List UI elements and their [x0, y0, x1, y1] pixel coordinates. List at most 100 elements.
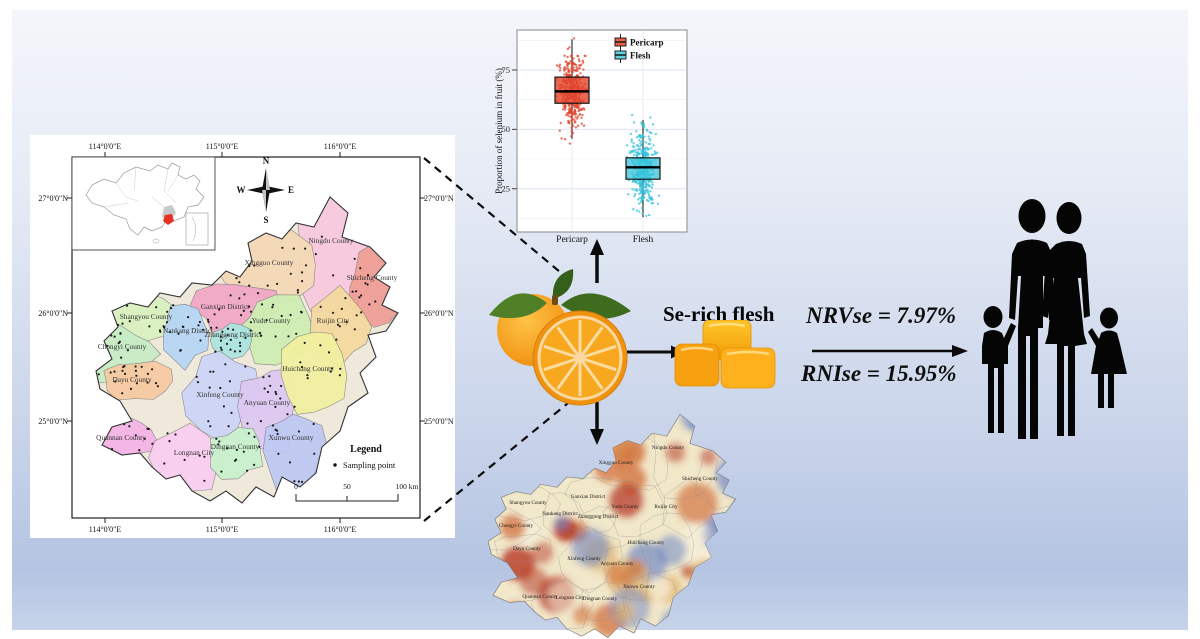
heatmap-county-border — [602, 485, 668, 538]
sampling-point — [135, 382, 138, 385]
jitter-point — [639, 142, 642, 145]
jitter-point — [573, 93, 577, 97]
sampling-point — [312, 422, 315, 426]
sampling-point — [243, 293, 246, 296]
sampling-point — [329, 370, 332, 373]
jitter-point — [647, 172, 650, 175]
sampling-point — [275, 392, 278, 396]
heat-spot — [554, 515, 570, 532]
sampling-point — [359, 267, 362, 270]
sampling-point — [168, 440, 171, 443]
sampling-point — [207, 420, 210, 423]
jitter-point — [638, 192, 641, 195]
flesh-cube-left — [674, 343, 720, 387]
jitter-point — [638, 210, 641, 213]
leaf-top — [552, 269, 574, 299]
sampling-point — [276, 282, 279, 285]
sampling-point — [219, 339, 223, 342]
sampling-point — [217, 443, 220, 446]
sampling-point — [338, 374, 341, 377]
flesh-cubes-illustration — [674, 320, 776, 389]
china-inset-map — [71, 156, 216, 251]
sampling-point — [319, 305, 322, 308]
sampling-point — [297, 430, 300, 433]
sampling-point — [219, 335, 222, 338]
heatmap-county-label: Shangyou County — [509, 500, 547, 506]
sampling-point — [220, 470, 223, 473]
sampling-point — [128, 425, 131, 428]
county-labels: Ningdu County Xingguo County Shicheng Coun… — [96, 236, 397, 457]
jitter-point — [565, 82, 568, 85]
sampling-point — [179, 349, 182, 352]
jitter-point — [568, 142, 572, 145]
jitter-point — [565, 60, 568, 63]
jitter-point — [632, 146, 635, 149]
heatmap-county-label: Huichang County — [628, 540, 665, 546]
sampling-point — [155, 306, 158, 309]
county-label: Shangyou County — [120, 312, 173, 321]
ganzhou-highlight — [163, 214, 174, 225]
jitter-point — [656, 202, 660, 205]
sampling-point — [196, 381, 200, 384]
sampling-point — [230, 411, 233, 414]
jitter-point — [580, 116, 583, 120]
sampling-point — [113, 370, 116, 373]
heatmap-county-label: Dingnan County — [583, 596, 618, 602]
jitter-point — [563, 66, 566, 69]
jitter-point — [641, 185, 644, 188]
jitter-point — [630, 138, 633, 141]
jitter-point — [570, 70, 573, 73]
sampling-point — [218, 440, 221, 443]
sampling-point — [220, 348, 223, 351]
jitter-point — [650, 132, 653, 135]
jitter-point — [579, 92, 582, 96]
jitter-point — [570, 112, 574, 116]
sampling-point — [260, 334, 263, 337]
jitter-point — [642, 183, 646, 186]
jitter-point — [563, 68, 566, 72]
jitter-point — [632, 208, 635, 211]
jitter-point — [640, 121, 643, 124]
jitter-point — [651, 181, 654, 184]
y-tick-label: 75 — [502, 65, 511, 75]
sampling-point — [163, 462, 166, 465]
county-label: Anyuan County — [244, 398, 291, 407]
jitter-point — [581, 59, 584, 62]
jitter-point — [576, 117, 579, 120]
jitter-point — [632, 153, 636, 156]
jitter-point — [555, 64, 559, 67]
heat-spot — [505, 602, 527, 624]
jitter-point — [577, 84, 581, 87]
county-polygon — [148, 422, 225, 492]
sampling-point — [297, 480, 300, 483]
sampling-point — [296, 289, 299, 292]
sampling-point — [320, 235, 323, 238]
jitter-point — [582, 88, 585, 91]
jitter-point — [649, 116, 652, 119]
sampling-point — [242, 309, 245, 312]
heatmap-county-border — [662, 478, 715, 539]
heat-spot — [626, 559, 644, 577]
jitter-point — [580, 108, 583, 112]
jitter-point — [564, 93, 567, 97]
jitter-point — [630, 113, 634, 117]
sampling-point — [134, 365, 137, 368]
lat-label-right: 27°0'0"N — [424, 194, 454, 203]
sampling-point — [288, 461, 292, 464]
sampling-point — [244, 365, 247, 368]
sampling-point — [268, 375, 271, 378]
sampling-point — [109, 371, 112, 374]
heat-spot — [614, 601, 635, 623]
sampling-point — [335, 338, 338, 341]
sampling-point — [117, 342, 120, 345]
sampling-point — [106, 344, 109, 347]
cube-highlights — [680, 322, 770, 356]
sampling-point — [390, 301, 393, 304]
jitter-point — [560, 137, 563, 140]
heat-spot — [676, 482, 718, 524]
sampling-point — [121, 369, 124, 372]
sampling-point — [166, 321, 169, 324]
lat-label-right: 26°0'0"N — [424, 309, 454, 318]
sampling-point — [327, 351, 331, 354]
sampling-point — [159, 330, 162, 333]
